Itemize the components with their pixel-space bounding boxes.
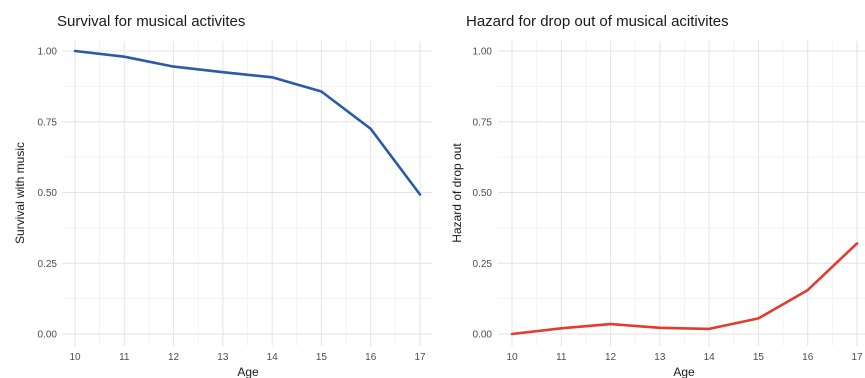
survival-y-tick-label: 0.75 [38, 117, 58, 128]
survival-x-tick-label: 15 [316, 352, 328, 363]
survival-series [73, 49, 422, 196]
survival-y-tick-labels: 0.00 0.25 0.50 0.75 1.00 [38, 47, 58, 341]
survival-x-axis-label: Age [237, 365, 259, 378]
hazard-x-tick-label: 13 [654, 352, 666, 363]
hazard-series [510, 242, 859, 336]
survival-panel: Survival for musical activites 0.000.250… [13, 13, 432, 378]
survival-y-tick-label: 0.25 [38, 259, 58, 270]
hazard-grid [498, 41, 865, 346]
survival-x-tick-label: 10 [69, 352, 81, 363]
hazard-line [510, 242, 859, 336]
survival-grid [62, 41, 432, 346]
hazard-y-tick-label: 1.00 [473, 47, 493, 58]
survival-x-tick-label: 12 [168, 352, 180, 363]
hazard-title: Hazard for drop out of musical acitivite… [466, 13, 729, 30]
hazard-x-tick-label: 15 [753, 352, 765, 363]
hazard-y-tick-labels: 0.00 0.25 0.50 0.75 1.00 [473, 47, 493, 341]
hazard-x-tick-label: 17 [851, 352, 863, 363]
survival-y-tick-label: 0.00 [38, 330, 58, 341]
survival-y-axis-label: Survival with music [13, 142, 27, 244]
hazard-y-tick-label: 0.25 [473, 259, 493, 270]
survival-y-tick-label: 1.00 [38, 47, 58, 58]
survival-x-tick-label: 11 [119, 352, 130, 363]
hazard-panel: Hazard for drop out of musical acitivite… [450, 13, 865, 378]
survival-x-tick-labels: 10 11 12 13 14 15 16 17 [69, 352, 426, 363]
survival-x-tick-label: 14 [267, 352, 279, 363]
survival-y-tick-label: 0.50 [38, 188, 58, 199]
hazard-x-tick-label: 10 [506, 352, 518, 363]
hazard-x-tick-label: 11 [556, 352, 567, 363]
survival-x-tick-label: 17 [414, 352, 426, 363]
hazard-y-tick-label: 0.00 [473, 330, 493, 341]
hazard-x-tick-label: 12 [605, 352, 617, 363]
survival-line [73, 49, 422, 196]
hazard-y-axis-label: Hazard of drop out [450, 143, 464, 243]
survival-x-tick-label: 16 [365, 352, 377, 363]
hazard-x-tick-label: 14 [704, 352, 716, 363]
survival-title: Survival for musical activites [57, 13, 245, 30]
hazard-y-tick-label: 0.50 [473, 188, 493, 199]
survival-x-tick-label: 13 [217, 352, 229, 363]
hazard-x-axis-label: Age [673, 365, 695, 378]
hazard-y-tick-label: 0.75 [473, 117, 493, 128]
hazard-x-tick-labels: 10 11 12 13 14 15 16 17 [506, 352, 863, 363]
hazard-x-tick-label: 16 [802, 352, 814, 363]
